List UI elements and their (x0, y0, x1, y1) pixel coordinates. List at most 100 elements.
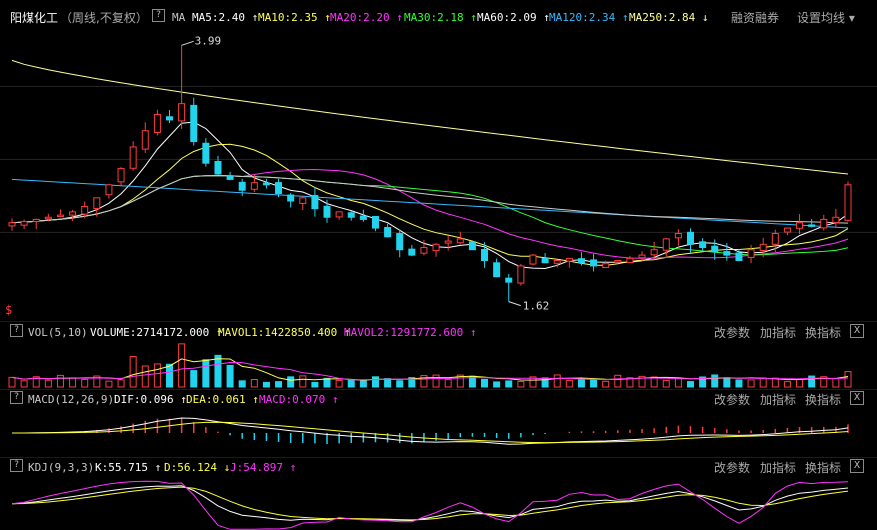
vol-title: VOL(5,10) (28, 326, 88, 339)
vol-add-indicator-button[interactable]: 加指标 (760, 326, 797, 340)
candle (553, 260, 561, 264)
volume-bar (190, 370, 198, 388)
volume-bar (32, 376, 40, 388)
candle (626, 257, 634, 264)
volume-bar (650, 376, 658, 388)
candle (602, 263, 610, 268)
candle (456, 238, 464, 244)
volume-bar (844, 371, 852, 388)
candle (699, 241, 707, 249)
d-value: D:56.124 ↓ (164, 461, 231, 474)
candle (262, 182, 270, 186)
volume-bar (638, 375, 646, 388)
candle (299, 197, 307, 204)
margin-trading-button[interactable]: 融资融券 (731, 11, 780, 25)
candle (117, 168, 125, 183)
kdj-header: ? KDJ(9,3,3) K:55.715 ↑ D:56.124 ↓ J:54.… (0, 459, 877, 477)
vol-switch-indicator-button[interactable]: 换指标 (805, 326, 842, 340)
ma60-value: MA60:2.09 ↑ (477, 11, 550, 24)
ma30-line (11, 175, 849, 256)
ma5-value: MA5:2.40 ↑ (192, 11, 259, 24)
volume-bar (166, 363, 174, 388)
candle (190, 104, 198, 143)
candle (832, 216, 840, 224)
volume-bar (590, 379, 598, 388)
macd-add-indicator-button[interactable]: 加指标 (760, 393, 797, 407)
ma20-value: MA20:2.20 ↑ (330, 11, 403, 24)
kdj-switch-indicator-button[interactable]: 换指标 (805, 461, 842, 475)
candle (735, 252, 743, 262)
candle (275, 182, 283, 194)
volume-bar (250, 379, 258, 388)
ma30-value: MA30:2.18 ↑ (404, 11, 477, 24)
candle (771, 232, 779, 245)
ma60-line (11, 175, 849, 224)
volume-bar (541, 377, 549, 388)
candle (565, 257, 573, 262)
macd-change-params-button[interactable]: 改参数 (714, 393, 751, 407)
ma5-line (11, 121, 849, 270)
volume-bar (202, 359, 210, 388)
macd-value: MACD:0.070 ↑ (259, 393, 339, 406)
volume-bar (408, 377, 416, 388)
candle (153, 114, 161, 133)
kdj-title: KDJ(9,3,3) (28, 461, 95, 474)
kdj-change-params-button[interactable]: 改参数 (714, 461, 751, 475)
volume-bar (20, 380, 28, 388)
candle (820, 218, 828, 229)
volume-bar (796, 379, 804, 388)
candle (250, 182, 258, 190)
candle (129, 146, 137, 169)
ma250-line (11, 59, 849, 175)
panel-divider (0, 457, 877, 458)
high-pointer (181, 40, 194, 46)
volume-bar (93, 375, 101, 388)
dif-line (12, 417, 849, 445)
margin-marker: $ (5, 303, 13, 317)
candle (238, 181, 246, 191)
candle (226, 175, 234, 180)
volume-bar (299, 375, 307, 388)
volume-bar (117, 379, 125, 388)
candle (44, 216, 52, 220)
candlestick-chart[interactable]: 3.99 1.62 (0, 28, 877, 320)
volume-bar (420, 375, 428, 388)
volume-bar (238, 380, 246, 388)
kdj-add-indicator-button[interactable]: 加指标 (760, 461, 797, 475)
ma120-value: MA120:2.34 ↑ (549, 11, 629, 24)
macd-switch-indicator-button[interactable]: 换指标 (805, 393, 842, 407)
candle (384, 227, 392, 238)
volume-bar (311, 381, 319, 388)
low-pointer (508, 301, 521, 307)
volume-bar (481, 378, 489, 388)
candle (56, 214, 64, 218)
candle (577, 258, 585, 264)
volume-bar (384, 378, 392, 388)
candle (396, 233, 404, 251)
vol-change-params-button[interactable]: 改参数 (714, 326, 751, 340)
volume-bar (456, 374, 464, 388)
volume-value: VOLUME:2714172.000 ↑ (90, 326, 223, 339)
candle (32, 218, 40, 223)
candle (359, 215, 367, 220)
volume-bar (129, 355, 137, 388)
candle (517, 265, 525, 284)
k-value: K:55.715 ↑ (95, 461, 162, 474)
volume-bar (323, 377, 331, 388)
candle (590, 259, 598, 267)
volume-bar (674, 377, 682, 388)
volume-bar (56, 374, 64, 388)
volume-bar (783, 381, 791, 388)
volume-bar (614, 374, 622, 388)
candle (638, 254, 646, 259)
candle (541, 257, 549, 264)
low-label: 1.62 (523, 300, 550, 313)
volume-bar (153, 363, 161, 388)
set-ma-button[interactable]: 设置均线 ▾ (797, 11, 855, 25)
candle (20, 221, 28, 226)
j-line (11, 480, 849, 530)
volume-bar (771, 377, 779, 388)
volume-bar (44, 379, 52, 388)
candle (723, 251, 731, 256)
dif-value: DIF:0.096 ↑ (114, 393, 187, 406)
